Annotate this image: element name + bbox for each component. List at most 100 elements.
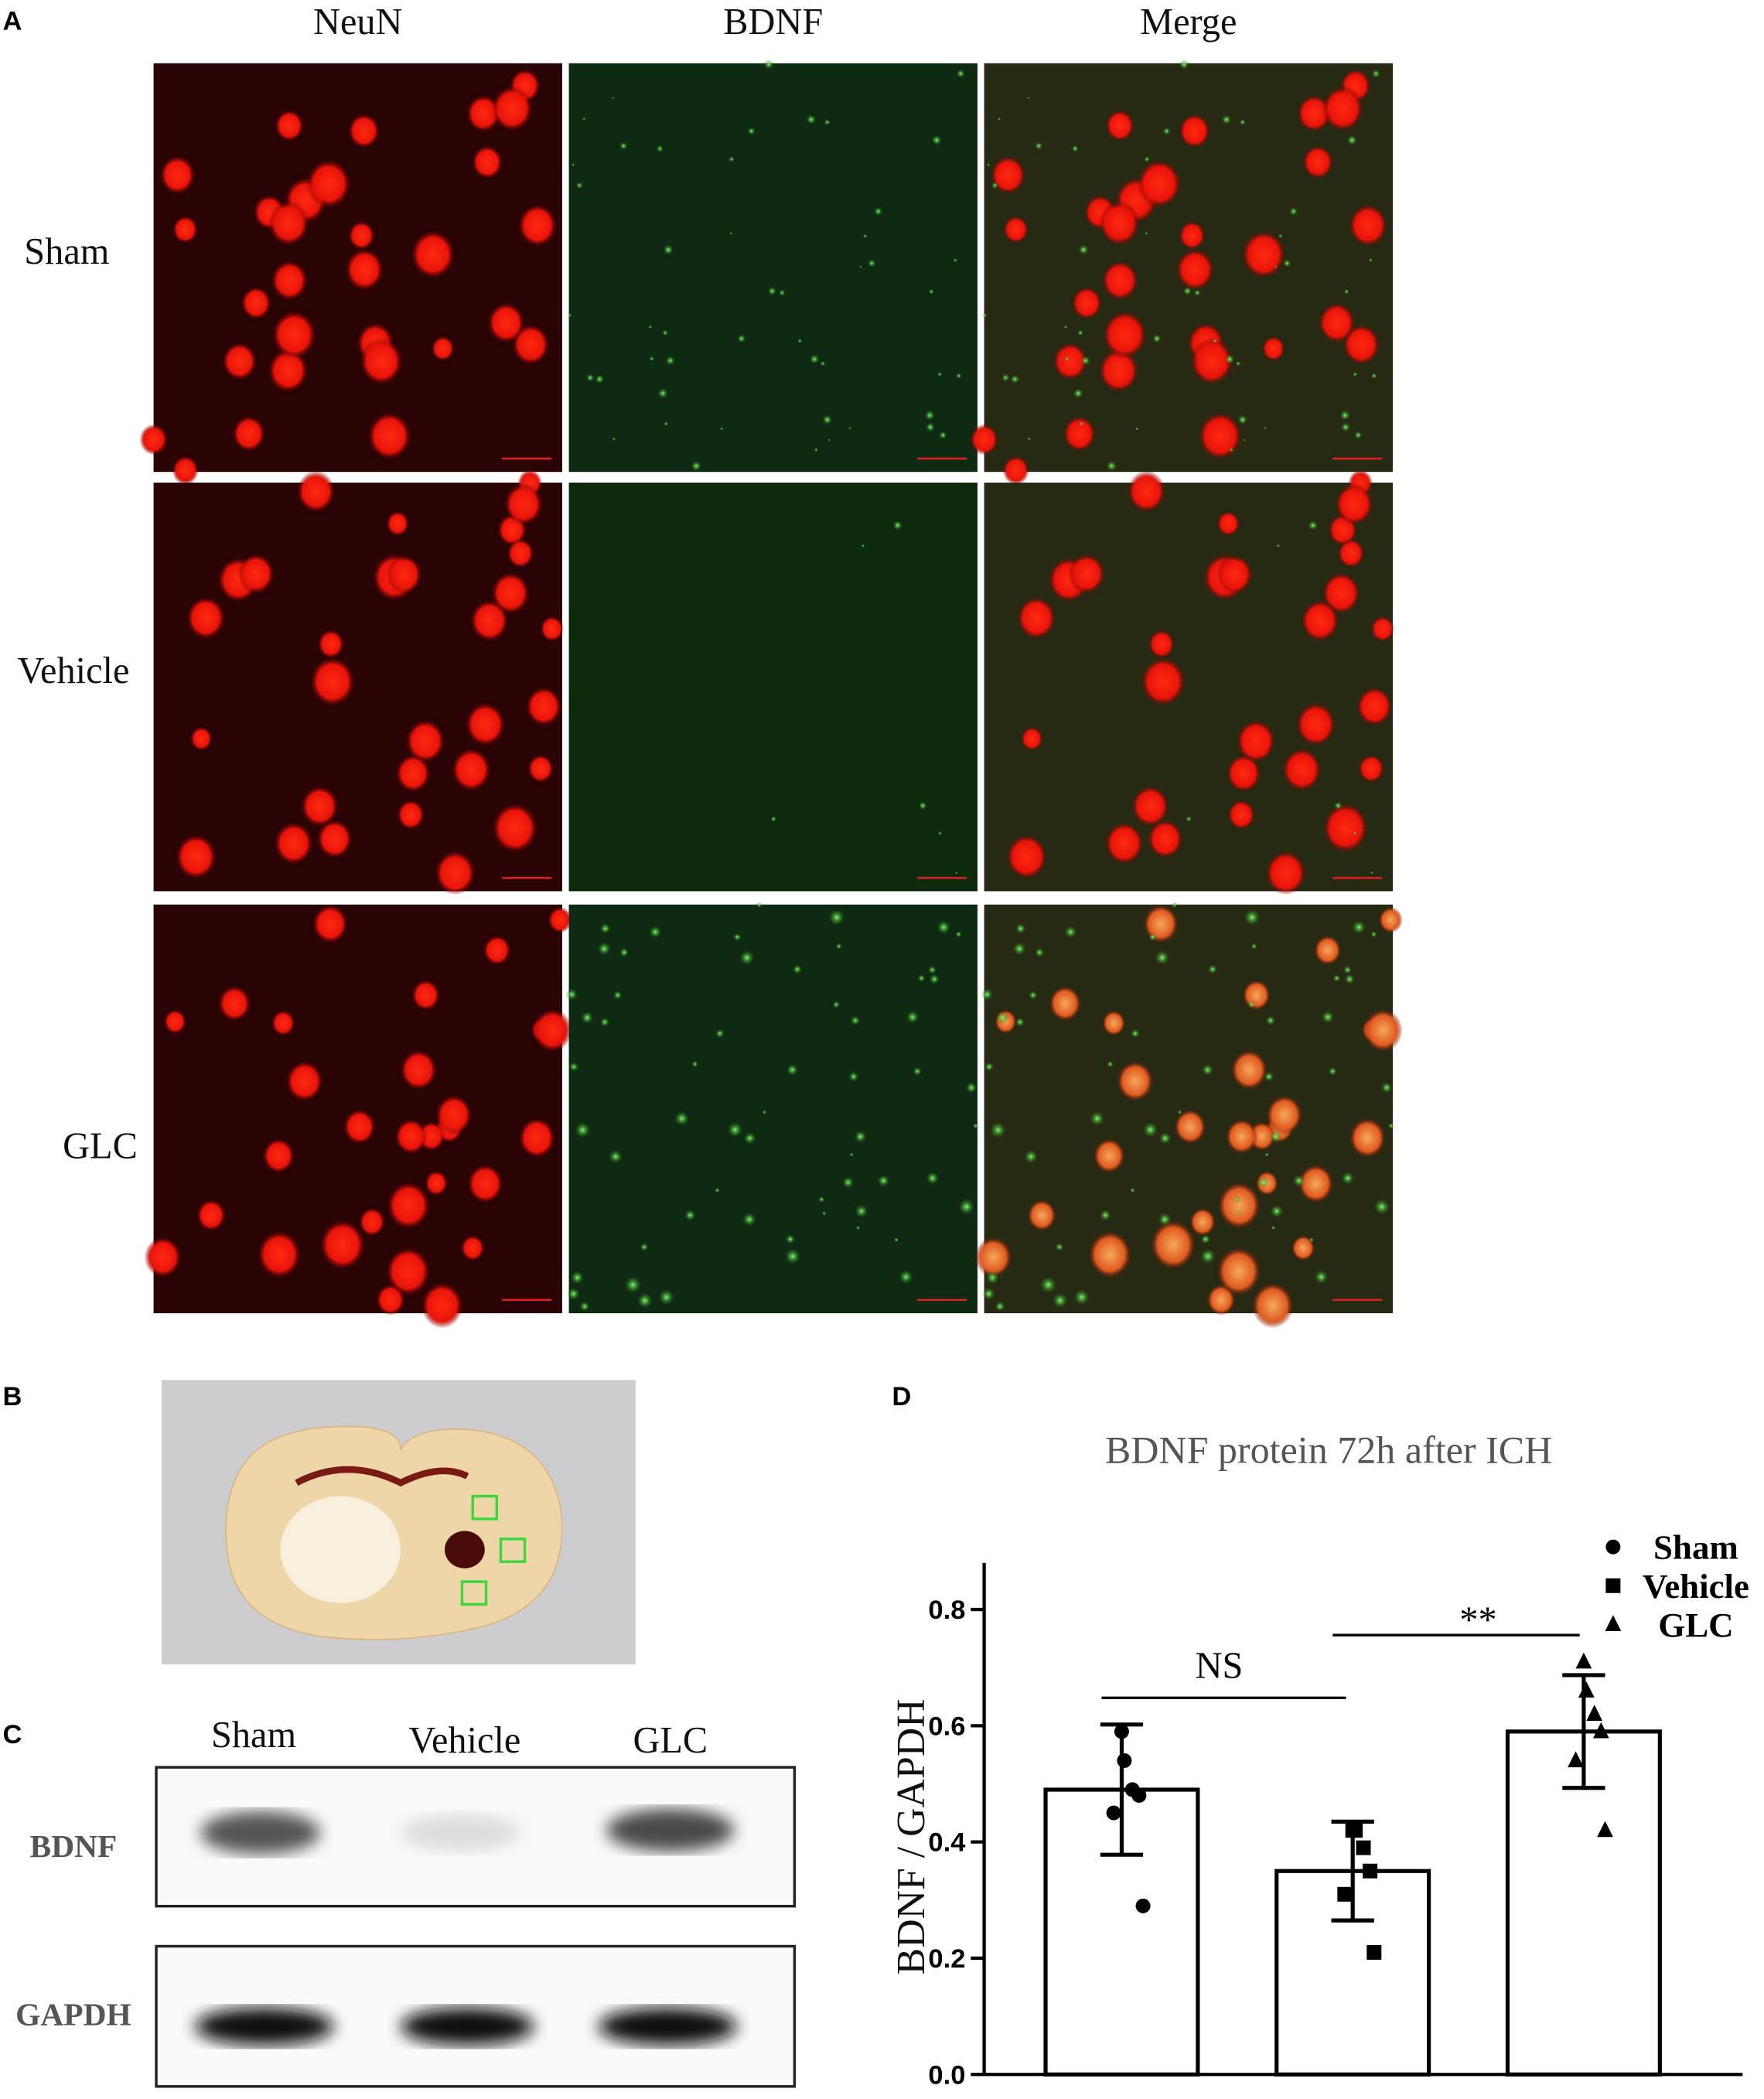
brain-slice: [161, 1380, 636, 1665]
cell: [1265, 851, 1306, 896]
cell: [319, 1220, 365, 1270]
dot: [1221, 114, 1232, 125]
cell: [275, 110, 304, 142]
dot: [599, 1017, 610, 1027]
cell: [1099, 349, 1139, 393]
cell: [268, 200, 309, 246]
data-point: [1578, 1681, 1595, 1698]
panel-label: B: [2, 1382, 22, 1411]
dot: [985, 1271, 1000, 1285]
dot: [1343, 288, 1349, 295]
cell: [472, 145, 503, 179]
dot: [1186, 815, 1192, 822]
dot: [981, 988, 994, 1001]
dot: [1073, 1288, 1090, 1305]
panel-label: D: [892, 1382, 911, 1411]
dot: [1308, 520, 1319, 531]
y-tick-label: 0.2: [928, 1944, 965, 1974]
dot: [612, 990, 623, 1000]
dot: [663, 244, 674, 255]
cell: [1225, 1118, 1258, 1155]
dot: [1158, 1212, 1172, 1227]
dot: [727, 1121, 743, 1138]
dot: [1090, 1111, 1105, 1126]
dot: [854, 1130, 867, 1143]
dot: [1035, 947, 1045, 957]
dot: [767, 286, 777, 296]
cell: [461, 1235, 485, 1261]
cell: [386, 1247, 431, 1296]
cell: [1217, 1182, 1261, 1230]
image-bg: [568, 904, 978, 1314]
dot: [662, 329, 669, 336]
dot: [664, 421, 669, 426]
dot: [665, 356, 676, 366]
data-point: [1592, 1722, 1609, 1739]
dot: [756, 902, 763, 908]
cell: [172, 215, 198, 244]
dot: [1314, 1270, 1329, 1285]
dot: [1264, 1152, 1269, 1157]
dot: [785, 1234, 796, 1244]
dot: [1063, 325, 1068, 329]
cell: [1150, 1220, 1196, 1270]
dot: [989, 1121, 1006, 1138]
dot: [658, 1288, 675, 1305]
dot: [636, 1292, 653, 1309]
dot: [762, 1110, 767, 1114]
dot: [1274, 265, 1278, 268]
cell: [1027, 1199, 1056, 1231]
dot: [1373, 1198, 1390, 1215]
dot: [1269, 1130, 1282, 1143]
dot: [1130, 1187, 1136, 1193]
dot: [1162, 127, 1171, 135]
cell: [172, 456, 199, 486]
western-blot: [155, 1766, 797, 2088]
dot: [1343, 965, 1353, 974]
dot: [939, 431, 947, 439]
cell: [483, 935, 511, 965]
dot: [1177, 1110, 1182, 1114]
data-point: [1363, 1863, 1378, 1879]
dot: [995, 1301, 1005, 1312]
cell: [1297, 94, 1331, 132]
dot: [612, 437, 616, 441]
dot: [927, 965, 937, 974]
dot: [893, 1237, 899, 1243]
dot: [784, 1248, 801, 1265]
dot: [1148, 933, 1157, 941]
cell: [387, 1182, 430, 1230]
dot: [1064, 356, 1070, 362]
cell: [348, 114, 380, 148]
dot: [574, 1121, 591, 1138]
dot: [821, 1211, 827, 1216]
cell: [1101, 261, 1138, 301]
cell: [526, 687, 562, 726]
dot: [595, 374, 605, 384]
dot: [855, 1225, 861, 1230]
legend-marker: [1605, 1539, 1621, 1555]
y-tick-label: 0.6: [928, 1712, 965, 1741]
dot: [1052, 1292, 1068, 1309]
dot: [770, 815, 777, 822]
data-point: [1348, 1823, 1363, 1838]
dot: [674, 1111, 690, 1126]
cell: [1189, 1207, 1216, 1237]
dot: [956, 69, 965, 78]
dot: [822, 415, 833, 425]
cell: [1003, 215, 1029, 244]
dot: [929, 974, 940, 985]
dot: [1055, 1242, 1064, 1251]
dot: [1328, 1067, 1337, 1076]
dot: [937, 831, 942, 836]
dot: [729, 231, 733, 235]
data-point: [1568, 1751, 1584, 1768]
cell: [512, 324, 550, 365]
dot: [649, 356, 654, 362]
dot: [1027, 96, 1030, 100]
dot: [1001, 374, 1010, 382]
dot: [572, 162, 575, 167]
dot: [1144, 156, 1150, 162]
y-tick-label: 0.4: [928, 1828, 966, 1858]
micrograph: [970, 59, 1393, 486]
